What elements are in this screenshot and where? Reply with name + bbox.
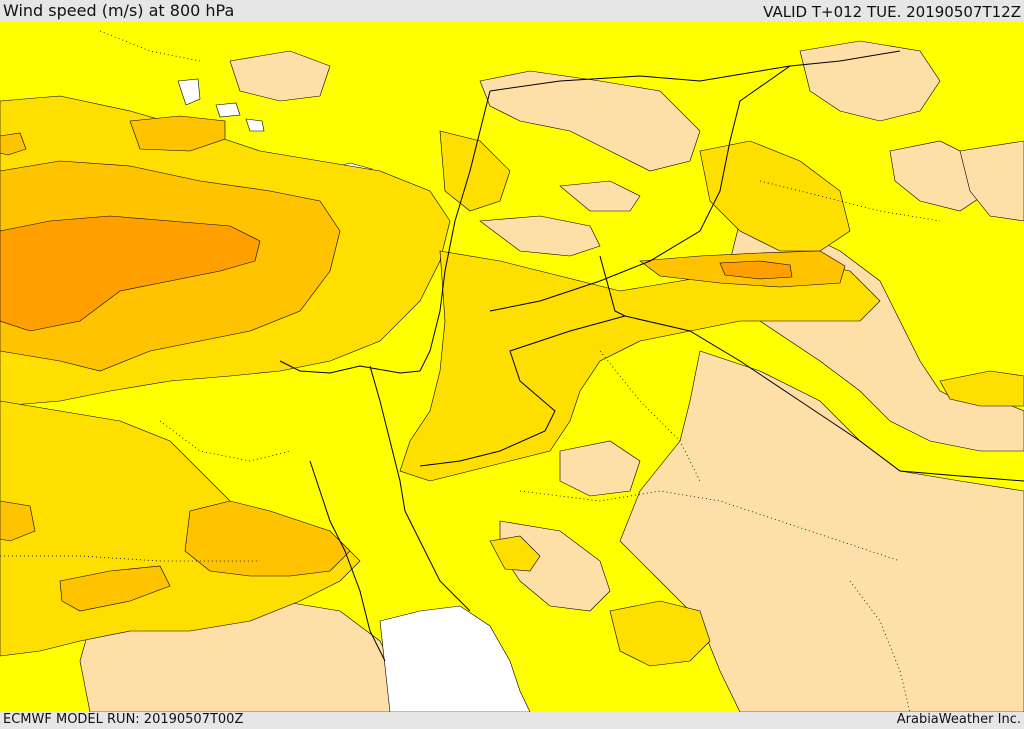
- borders: [279, 50, 1024, 662]
- strongest-wind-core: [0, 215, 793, 332]
- valid-time-label: VALID T+012 TUE. 20190507T12Z: [763, 3, 1021, 21]
- map-canvas: [0, 21, 1024, 712]
- map-title: Wind speed (m/s) at 800 hPa: [3, 1, 235, 20]
- header-bar: Wind speed (m/s) at 800 hPa VALID T+012 …: [0, 0, 1024, 21]
- wind-speed-map: [0, 21, 1024, 712]
- credit-label: ArabiaWeather Inc.: [896, 712, 1021, 727]
- footer-bar: ECMWF MODEL RUN: 20190507T00Z ArabiaWeat…: [0, 712, 1024, 729]
- admin-boundaries: [0, 30, 941, 712]
- model-run-label: ECMWF MODEL RUN: 20190507T00Z: [3, 712, 244, 727]
